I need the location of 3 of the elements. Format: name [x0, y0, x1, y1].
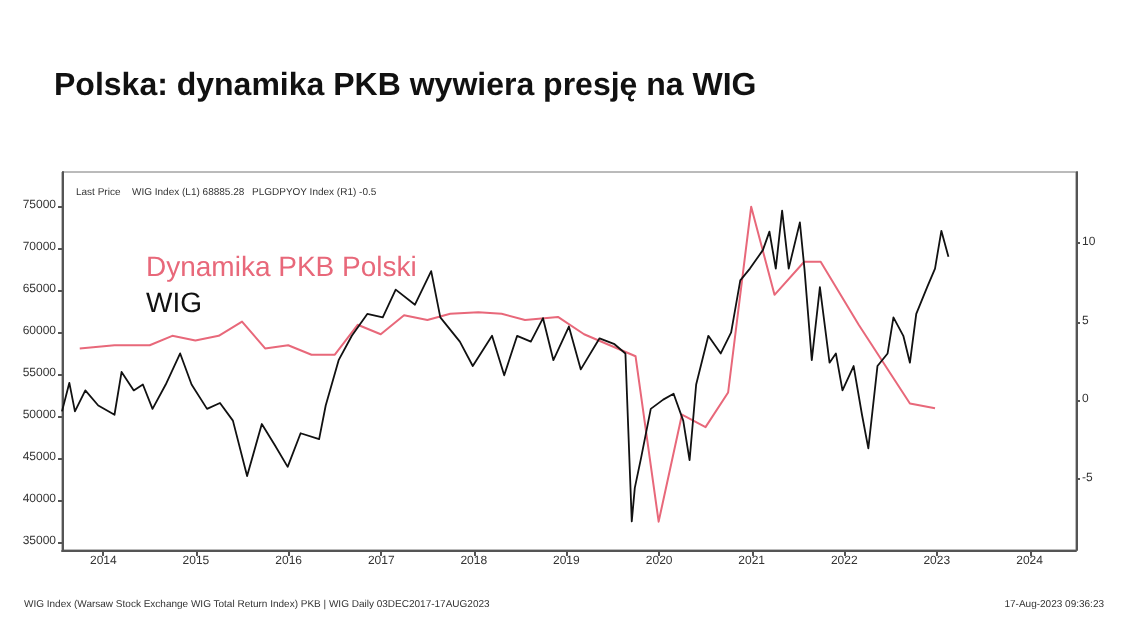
chart-title: Polska: dynamika PKB wywiera presję na WIG [54, 69, 757, 103]
series-label: Dynamika PKB Polski [146, 250, 417, 282]
series-label: WIG [146, 286, 202, 318]
